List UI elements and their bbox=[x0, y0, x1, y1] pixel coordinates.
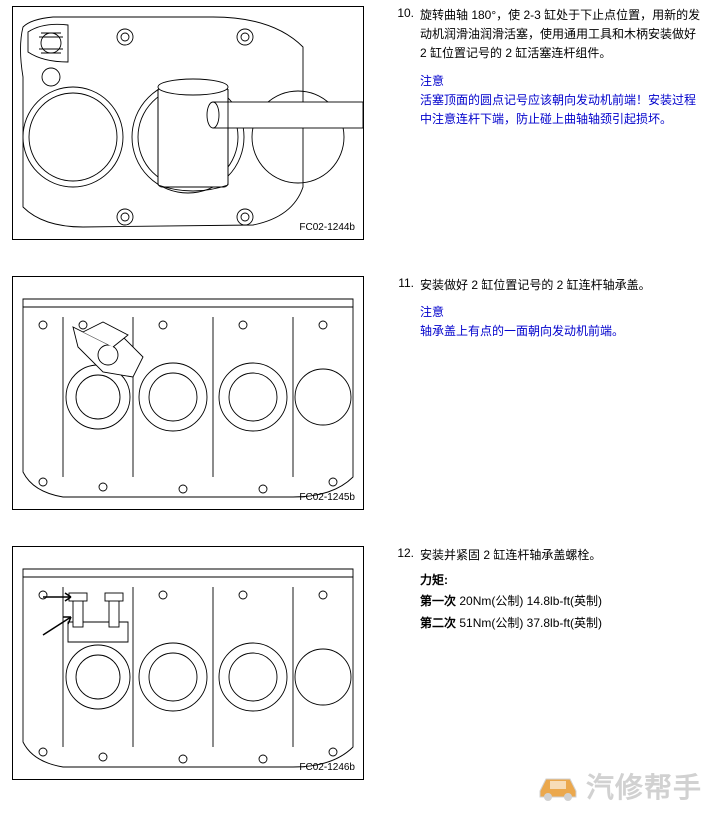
diagram-label: FC02-1246b bbox=[299, 762, 355, 773]
diagram-label: FC02-1245b bbox=[299, 492, 355, 503]
piston-insert-illustration bbox=[13, 7, 364, 240]
car-icon bbox=[536, 769, 580, 803]
step-10-text: 10. 旋转曲轴 180°，使 2-3 缸处于下止点位置，用新的发动机润滑油润滑… bbox=[364, 6, 702, 129]
step-number: 11. bbox=[394, 276, 420, 290]
step-instruction: 旋转曲轴 180°，使 2-3 缸处于下止点位置，用新的发动机润滑油润滑活塞，使… bbox=[420, 6, 702, 64]
step-11: FC02-1245b 11. 安装做好 2 缸位置记号的 2 缸连杆轴承盖。 注… bbox=[12, 276, 702, 510]
step-12-text: 12. 安装并紧固 2 缸连杆轴承盖螺栓。 力矩: 第一次 20Nm(公制) 1… bbox=[364, 546, 702, 633]
diagram-12: FC02-1246b bbox=[12, 546, 364, 780]
step-10: FC02-1244b 10. 旋转曲轴 180°，使 2-3 缸处于下止点位置，… bbox=[12, 6, 702, 240]
torque-line-1: 第一次 20Nm(公制) 14.8lb-ft(英制) bbox=[420, 592, 702, 611]
notice-text: 轴承盖上有点的一面朝向发动机前端。 bbox=[420, 322, 702, 341]
diagram-11: FC02-1245b bbox=[12, 276, 364, 510]
step-instruction: 安装做好 2 缸位置记号的 2 缸连杆轴承盖。 bbox=[420, 276, 702, 295]
step-12: FC02-1246b 12. 安装并紧固 2 缸连杆轴承盖螺栓。 力矩: 第一次… bbox=[12, 546, 702, 780]
diagram-label: FC02-1244b bbox=[299, 222, 355, 233]
notice-label: 注意 bbox=[420, 303, 702, 322]
step-number: 10. bbox=[394, 6, 420, 20]
step-11-text: 11. 安装做好 2 缸位置记号的 2 缸连杆轴承盖。 注意 轴承盖上有点的一面… bbox=[364, 276, 702, 342]
watermark: 汽修帮手 bbox=[536, 766, 702, 806]
torque-label: 力矩: bbox=[420, 571, 702, 590]
diagram-10: FC02-1244b bbox=[12, 6, 364, 240]
cap-bolt-torque-illustration bbox=[13, 547, 364, 780]
bearing-cap-illustration bbox=[13, 277, 364, 510]
notice-text: 活塞顶面的圆点记号应该朝向发动机前端！安装过程中注意连杆下端，防止碰上曲轴轴颈引… bbox=[420, 91, 702, 129]
watermark-text: 汽修帮手 bbox=[586, 766, 702, 806]
step-instruction: 安装并紧固 2 缸连杆轴承盖螺栓。 bbox=[420, 546, 702, 565]
notice-label: 注意 bbox=[420, 72, 702, 91]
torque-line-2: 第二次 51Nm(公制) 37.8lb-ft(英制) bbox=[420, 614, 702, 633]
step-number: 12. bbox=[394, 546, 420, 560]
